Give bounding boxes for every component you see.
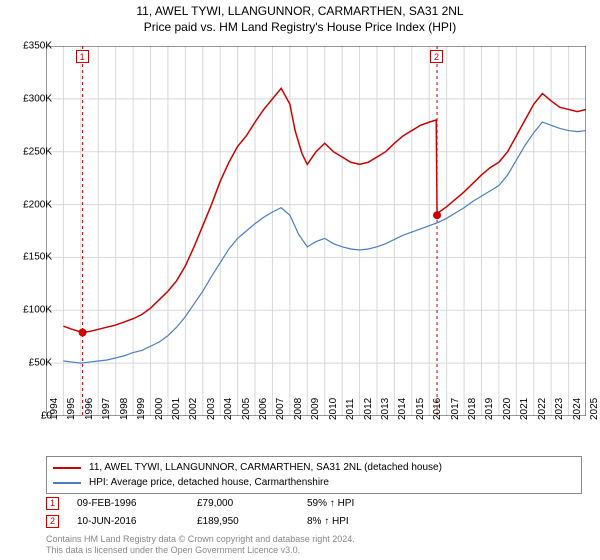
chart-svg (46, 46, 586, 416)
x-tick-label: 2024 (572, 398, 583, 420)
y-tick-label: £250K (23, 146, 52, 157)
x-tick-label: 2009 (310, 398, 321, 420)
x-tick-label: 1995 (66, 398, 77, 420)
event-date: 10-JUN-2016 (77, 516, 197, 527)
footer-text: Contains HM Land Registry data © Crown c… (46, 534, 355, 556)
x-tick-label: 2010 (328, 398, 339, 420)
event-price: £189,950 (197, 516, 307, 527)
x-tick-label: 2007 (275, 398, 286, 420)
y-tick-label: £50K (29, 358, 52, 369)
x-tick-label: 2013 (380, 398, 391, 420)
y-tick-label: £150K (23, 252, 52, 263)
legend-label: HPI: Average price, detached house, Carm… (89, 477, 329, 488)
legend-box: 11, AWEL TYWI, LLANGUNNOR, CARMARTHEN, S… (46, 456, 582, 494)
x-tick-label: 2015 (415, 398, 426, 420)
events-block: 1 09-FEB-1996 £79,000 59% ↑ HPI 2 10-JUN… (46, 494, 407, 530)
legend-row: 11, AWEL TYWI, LLANGUNNOR, CARMARTHEN, S… (53, 460, 575, 475)
x-tick-label: 2002 (188, 398, 199, 420)
event-row: 2 10-JUN-2016 £189,950 8% ↑ HPI (46, 512, 407, 530)
legend-label: 11, AWEL TYWI, LLANGUNNOR, CARMARTHEN, S… (89, 462, 442, 473)
x-tick-label: 1999 (136, 398, 147, 420)
y-tick-label: £300K (23, 93, 52, 104)
legend-row: HPI: Average price, detached house, Carm… (53, 475, 575, 490)
x-tick-label: 2005 (241, 398, 252, 420)
x-tick-label: 2019 (484, 398, 495, 420)
title-main: 11, AWEL TYWI, LLANGUNNOR, CARMARTHEN, S… (0, 4, 600, 18)
event-marker-icon: 1 (46, 497, 59, 510)
footer-line1: Contains HM Land Registry data © Crown c… (46, 534, 355, 545)
y-tick-label: £100K (23, 305, 52, 316)
footer-line2: This data is licensed under the Open Gov… (46, 545, 355, 556)
x-tick-label: 2000 (154, 398, 165, 420)
event-hpi: 8% ↑ HPI (307, 516, 407, 527)
event-hpi: 59% ↑ HPI (307, 498, 407, 509)
x-tick-label: 2018 (467, 398, 478, 420)
x-tick-label: 1994 (49, 398, 60, 420)
legend-swatch (53, 467, 81, 469)
chart-container: 11, AWEL TYWI, LLANGUNNOR, CARMARTHEN, S… (0, 0, 600, 560)
x-tick-label: 2017 (450, 398, 461, 420)
x-tick-label: 2011 (345, 398, 356, 420)
title-block: 11, AWEL TYWI, LLANGUNNOR, CARMARTHEN, S… (0, 0, 600, 34)
x-tick-label: 2025 (589, 398, 600, 420)
x-tick-label: 2006 (258, 398, 269, 420)
x-tick-label: 2001 (171, 398, 182, 420)
title-sub: Price paid vs. HM Land Registry's House … (0, 20, 600, 34)
x-tick-label: 2004 (223, 398, 234, 420)
x-tick-label: 2003 (206, 398, 217, 420)
x-tick-label: 2021 (519, 398, 530, 420)
x-tick-label: 2014 (397, 398, 408, 420)
event-price: £79,000 (197, 498, 307, 509)
event-marker-icon: 2 (46, 515, 59, 528)
x-tick-label: 1998 (119, 398, 130, 420)
x-tick-label: 1997 (101, 398, 112, 420)
y-tick-label: £200K (23, 199, 52, 210)
x-tick-label: 1996 (84, 398, 95, 420)
chart-event-marker: 2 (430, 50, 443, 63)
event-row: 1 09-FEB-1996 £79,000 59% ↑ HPI (46, 494, 407, 512)
event-date: 09-FEB-1996 (77, 498, 197, 509)
chart-event-marker: 1 (76, 50, 89, 63)
y-tick-label: £350K (23, 41, 52, 52)
x-tick-label: 2012 (363, 398, 374, 420)
x-tick-label: 2023 (554, 398, 565, 420)
legend-swatch (53, 482, 81, 484)
x-tick-label: 2022 (537, 398, 548, 420)
x-tick-label: 2020 (502, 398, 513, 420)
x-tick-label: 2008 (293, 398, 304, 420)
x-tick-label: 2016 (432, 398, 443, 420)
